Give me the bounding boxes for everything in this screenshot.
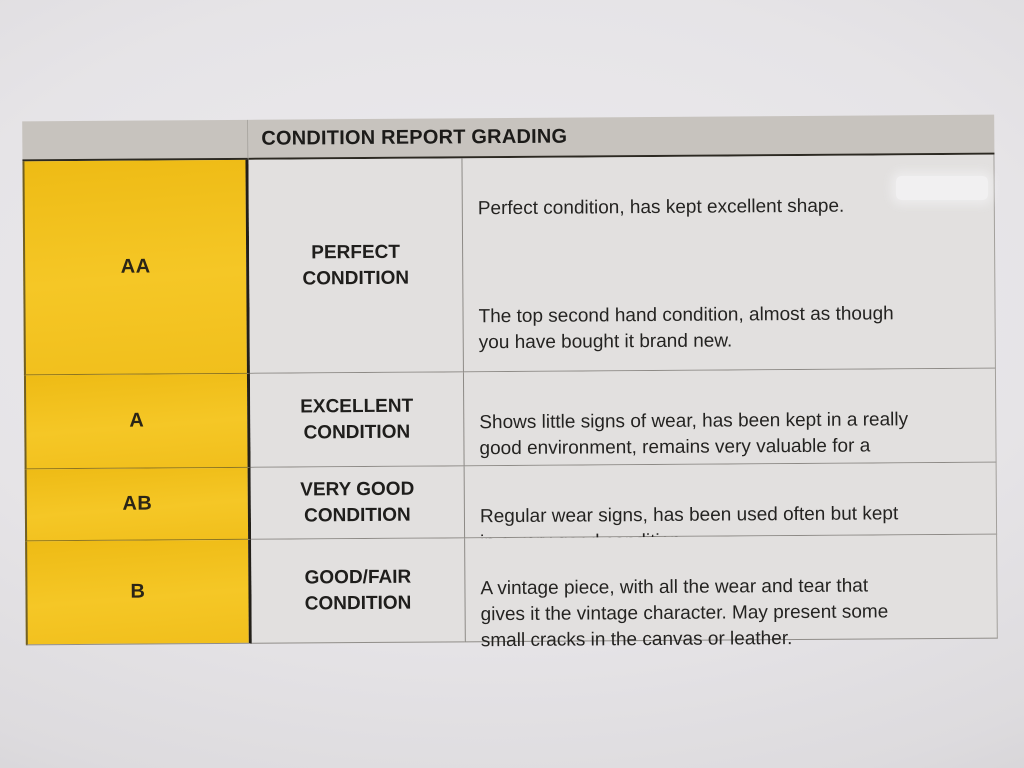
description-paragraph: The top second hand condition, almost as… [478, 303, 894, 354]
grade-cell-b: B [25, 539, 252, 646]
description-b: A vintage piece, with all the wear and t… [464, 534, 998, 651]
description-ab: Regular wear signs, has been used often … [463, 462, 998, 553]
whiteout-smudge [896, 176, 988, 200]
description-a: Shows little signs of wear, has been kep… [462, 368, 997, 485]
condition-label-aa: PERFECT CONDITION [248, 158, 463, 374]
description-paragraph: A vintage piece, with all the wear and t… [480, 575, 889, 652]
table-title: CONDITION REPORT GRADING [248, 114, 995, 160]
condition-label-a: EXCELLENT CONDITION [249, 372, 464, 468]
grade-value: AA [120, 255, 151, 278]
grade-cell-ab: AB [24, 467, 252, 542]
header-empty-cell [22, 119, 249, 162]
grade-cell-aa: AA [22, 159, 250, 376]
condition-label-b: GOOD/FAIR CONDITION [251, 538, 465, 644]
condition-label-ab: VERY GOOD CONDITION [250, 466, 465, 540]
grade-value: B [130, 580, 146, 603]
grade-cell-a: A [23, 373, 251, 470]
grade-value: AB [122, 492, 153, 515]
condition-grading-table: CONDITION REPORT GRADING AA PERFECT COND… [22, 114, 998, 651]
grade-value: A [129, 409, 145, 432]
